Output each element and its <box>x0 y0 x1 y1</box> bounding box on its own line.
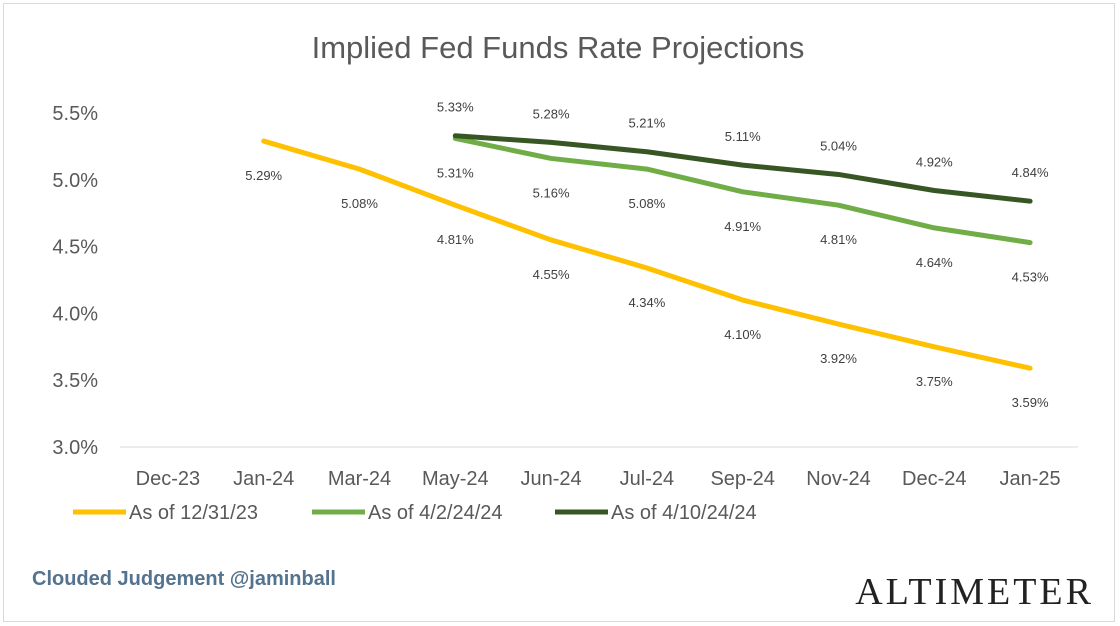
y-tick-label: 4.0% <box>52 303 98 325</box>
y-tick-label: 5.0% <box>52 170 98 192</box>
legend-label: As of 4/2/24/24 <box>368 502 503 524</box>
legend-label: As of 4/10/24/24 <box>611 502 757 524</box>
data-labels: 5.29% 5.08% 4.81% 4.55% 4.34% 4.10% 3.92% 3.75%… <box>245 100 1049 410</box>
credit-text: Clouded Judgement @jaminball <box>32 568 336 590</box>
data-label: 5.21% <box>628 116 665 131</box>
data-label: 4.53% <box>1012 270 1049 285</box>
axes: 3.0% 3.5% 4.0% 4.5% 5.0% 5.5% Dec-23 Jan-24 Mar-… <box>52 103 1078 490</box>
data-label: 4.34% <box>628 295 665 310</box>
data-label: 5.29% <box>245 168 282 183</box>
x-tick-label: May-24 <box>422 468 489 490</box>
series-line <box>452 133 1033 204</box>
series-lines <box>261 133 1033 371</box>
series-line <box>261 138 1033 371</box>
x-tick-label: Dec-23 <box>136 468 200 490</box>
data-label: 3.59% <box>1012 395 1049 410</box>
data-label: 4.55% <box>533 267 570 282</box>
y-tick-label: 5.5% <box>52 103 98 125</box>
x-tick-label: Jul-24 <box>620 468 674 490</box>
x-tick-label: Jan-25 <box>1000 468 1061 490</box>
y-tick-label: 3.0% <box>52 437 98 459</box>
x-tick-label: Jan-24 <box>233 468 294 490</box>
data-label: 4.81% <box>820 232 857 247</box>
data-label: 3.92% <box>820 351 857 366</box>
data-label: 5.11% <box>725 129 761 144</box>
chart-title: Implied Fed Funds Rate Projections <box>311 30 805 65</box>
data-label: 3.75% <box>916 374 953 389</box>
data-label: 5.08% <box>628 196 665 211</box>
data-label: 5.04% <box>820 138 857 153</box>
data-label: 4.84% <box>1012 165 1049 180</box>
data-label: 5.28% <box>533 106 570 121</box>
data-label: 4.81% <box>437 232 474 247</box>
data-label: 4.92% <box>916 154 953 169</box>
x-tick-label: Jun-24 <box>521 468 582 490</box>
chart-frame <box>3 3 1115 622</box>
data-label: 5.31% <box>437 165 474 180</box>
data-label: 4.64% <box>916 255 953 270</box>
legend-label: As of 12/31/23 <box>129 502 258 524</box>
series-line <box>452 135 1033 246</box>
data-label: 4.10% <box>724 327 761 342</box>
x-tick-label: Sep-24 <box>710 468 775 490</box>
data-label: 5.16% <box>533 185 570 200</box>
y-tick-label: 3.5% <box>52 370 98 392</box>
x-tick-label: Nov-24 <box>806 468 870 490</box>
x-tick-label: Mar-24 <box>328 468 391 490</box>
y-tick-label: 4.5% <box>52 237 98 259</box>
legend: As of 12/31/23 As of 4/2/24/24 As of 4/10/… <box>73 502 757 524</box>
data-label: 5.33% <box>437 100 474 115</box>
x-tick-label: Dec-24 <box>902 468 966 490</box>
data-label: 5.08% <box>341 196 378 211</box>
altimeter-logo: ALTIMETER <box>855 571 1094 613</box>
data-label: 4.91% <box>724 219 761 234</box>
